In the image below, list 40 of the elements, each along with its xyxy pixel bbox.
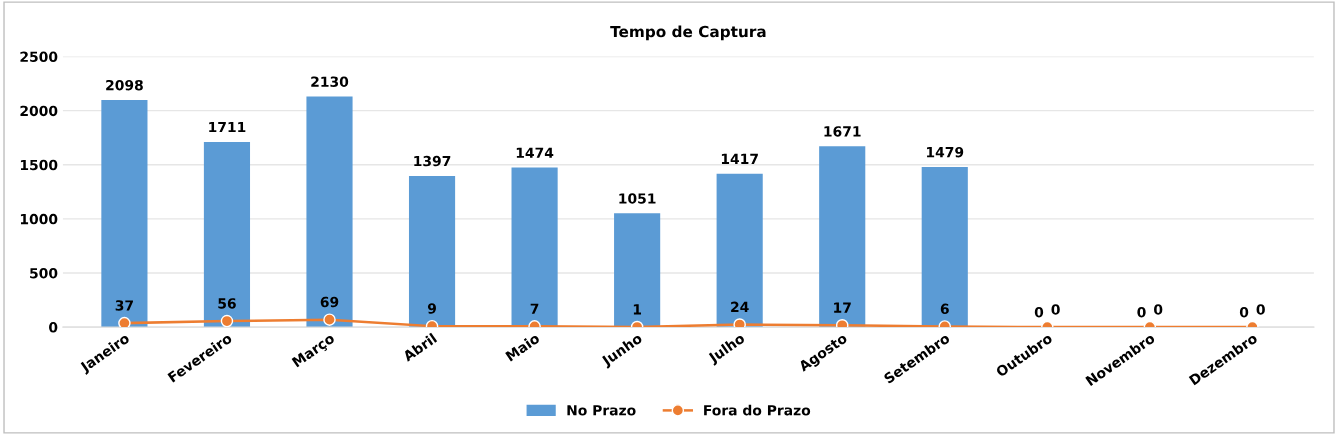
y-tick-label: 0: [49, 322, 58, 333]
data-label: 0: [1256, 304, 1265, 315]
legend-label: Fora do Prazo: [704, 404, 811, 416]
y-tick-label: 1000: [20, 213, 58, 225]
data-label: 37: [115, 300, 133, 311]
bar: [921, 167, 968, 328]
bar: [614, 213, 661, 328]
legend-label: No Prazo: [567, 405, 636, 416]
y-tick-label: 2500: [20, 51, 58, 63]
data-label: 9: [427, 303, 436, 314]
data-label: 2130: [311, 76, 349, 87]
data-label: 0: [1239, 306, 1249, 318]
data-label: 1479: [927, 146, 964, 158]
data-label: 1474: [516, 147, 554, 158]
data-label: 1417: [721, 153, 758, 164]
data-label: 0: [1154, 304, 1163, 315]
data-label: 1051: [619, 193, 656, 204]
y-tick-label: 1500: [20, 159, 58, 171]
bar: [306, 96, 353, 328]
bar: [408, 175, 456, 328]
bar: [203, 141, 251, 328]
bar: [101, 100, 148, 328]
data-label: 2098: [106, 79, 143, 91]
data-label: 1397: [414, 155, 451, 167]
data-label: 24: [731, 301, 749, 312]
data-label: 0: [1034, 306, 1044, 318]
data-label: 6: [940, 303, 949, 315]
chart-title: Tempo de Captura: [610, 25, 766, 41]
data-label: 7: [530, 303, 539, 314]
y-tick-label: 2000: [20, 105, 58, 117]
bar: [511, 167, 558, 328]
y-tick-label: 500: [30, 267, 58, 279]
data-label: 69: [320, 296, 339, 308]
data-label: 0: [1051, 304, 1060, 315]
data-label: 1671: [824, 126, 861, 137]
data-label: 56: [218, 298, 236, 309]
data-label: 1711: [209, 121, 246, 133]
data-label: 1: [633, 304, 642, 315]
data-label: 0: [1137, 306, 1146, 318]
data-label: 17: [834, 302, 851, 313]
